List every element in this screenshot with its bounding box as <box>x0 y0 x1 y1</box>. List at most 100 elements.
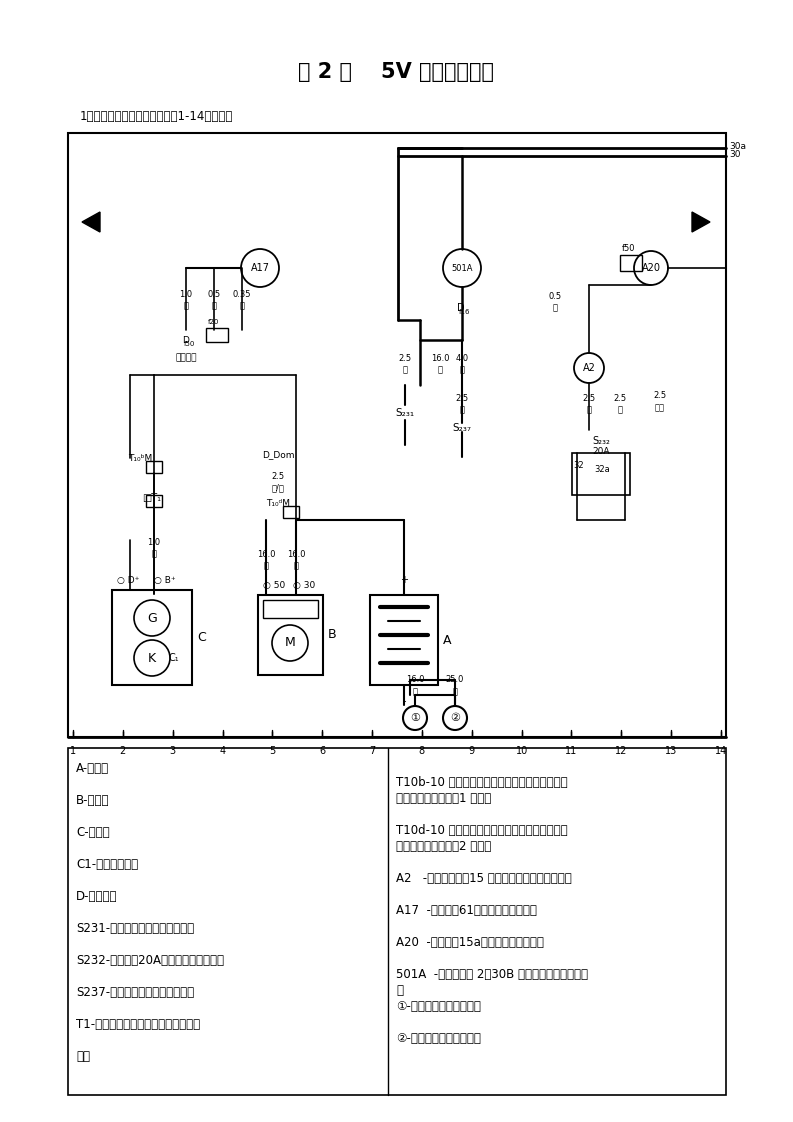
Text: M: M <box>285 636 295 650</box>
Text: 16.0: 16.0 <box>431 353 450 362</box>
Text: 13: 13 <box>665 746 677 756</box>
Text: 蓝: 蓝 <box>151 550 156 559</box>
Text: 上: 上 <box>396 984 403 997</box>
Text: 16.0: 16.0 <box>257 550 275 559</box>
Text: 3: 3 <box>170 746 176 756</box>
Text: 16.0: 16.0 <box>406 675 424 684</box>
Bar <box>112 590 192 686</box>
Text: 32a: 32a <box>594 465 610 473</box>
Text: C: C <box>197 631 205 644</box>
Text: ○ 30: ○ 30 <box>293 580 316 589</box>
Text: 红: 红 <box>438 366 442 375</box>
Text: +: + <box>400 574 408 585</box>
Text: 2.5: 2.5 <box>398 353 412 362</box>
Text: S₂₃₂: S₂₃₂ <box>592 436 610 447</box>
Bar <box>620 255 642 272</box>
Text: 黑: 黑 <box>459 405 465 414</box>
Text: C₁: C₁ <box>169 653 179 663</box>
Bar <box>206 328 228 342</box>
Text: 红/黑: 红/黑 <box>271 484 285 493</box>
Text: 2.5: 2.5 <box>614 394 626 403</box>
Text: 0.5: 0.5 <box>208 289 220 298</box>
Bar <box>263 600 318 618</box>
Text: A20  -连接点（15a），在仪表板线束内: A20 -连接点（15a），在仪表板线束内 <box>396 936 544 949</box>
Text: 1、蓄电池、起动机、发电机（1-14）电路图: 1、蓄电池、起动机、发电机（1-14）电路图 <box>80 110 233 122</box>
Text: 黑: 黑 <box>453 688 458 697</box>
Bar <box>146 461 162 473</box>
Text: 32: 32 <box>573 460 584 469</box>
Bar <box>283 506 299 518</box>
Text: A20: A20 <box>642 263 661 273</box>
Text: 8: 8 <box>419 746 425 756</box>
Bar <box>370 595 438 686</box>
Text: A2: A2 <box>583 364 596 373</box>
Text: 2.5: 2.5 <box>271 471 285 480</box>
Text: S₂₃₁: S₂₃₁ <box>396 408 415 419</box>
Text: T1-单针插头，在发动机缸体的右侧，: T1-单针插头，在发动机缸体的右侧， <box>76 1018 200 1031</box>
Text: 4.0: 4.0 <box>455 353 469 362</box>
Bar <box>572 453 630 495</box>
Text: ①: ① <box>410 712 420 723</box>
Text: 6: 6 <box>319 746 325 756</box>
Text: S231-保险丝，（在保险丝架上）: S231-保险丝，（在保险丝架上） <box>76 922 194 935</box>
Text: K: K <box>148 652 156 664</box>
Text: 蓝: 蓝 <box>183 302 189 311</box>
Text: 罩内的左侧，黑色（1 号位）: 罩内的左侧，黑色（1 号位） <box>396 792 491 804</box>
Text: ②-接地点，变速器至车身: ②-接地点，变速器至车身 <box>396 1032 481 1045</box>
Text: 10: 10 <box>515 746 527 756</box>
Polygon shape <box>82 212 100 232</box>
Text: ○ B⁺: ○ B⁺ <box>154 576 175 585</box>
Text: 第 2 节    5V 发动机电路图: 第 2 节 5V 发动机电路图 <box>298 62 495 82</box>
Text: 0.35: 0.35 <box>233 289 251 298</box>
Text: A-蓄电池: A-蓄电池 <box>76 762 109 775</box>
Text: 501A: 501A <box>451 264 473 273</box>
Text: 黑: 黑 <box>587 405 592 414</box>
Text: 蓝: 蓝 <box>239 302 244 311</box>
Text: 1.0: 1.0 <box>179 289 193 298</box>
Text: 蓝色: 蓝色 <box>76 1050 90 1063</box>
Text: D_Dom: D_Dom <box>262 451 294 460</box>
Text: A17: A17 <box>251 263 270 273</box>
Text: T₁₀ᵇM: T₁₀ᵇM <box>128 453 152 462</box>
Bar <box>68 748 726 1095</box>
Bar <box>146 495 162 507</box>
Bar <box>68 134 726 737</box>
Text: 2.5: 2.5 <box>653 390 667 399</box>
Text: 4: 4 <box>220 746 225 756</box>
Text: D: D <box>458 303 465 313</box>
Text: 罩内的左侧，棕色（2 号位）: 罩内的左侧，棕色（2 号位） <box>396 840 491 853</box>
Text: A17  -连接点（61），在仪表板线束内: A17 -连接点（61），在仪表板线束内 <box>396 904 537 917</box>
Text: A: A <box>443 634 451 646</box>
Text: 16.0: 16.0 <box>287 550 305 559</box>
Text: 红: 红 <box>403 366 408 375</box>
Text: f16: f16 <box>459 309 471 315</box>
Text: G: G <box>147 611 157 625</box>
Text: 黑: 黑 <box>293 561 298 570</box>
Text: 2.5: 2.5 <box>582 394 596 403</box>
Text: ②: ② <box>450 712 460 723</box>
Text: 7: 7 <box>369 746 375 756</box>
Text: 25.0: 25.0 <box>446 675 464 684</box>
Text: 黑: 黑 <box>412 688 417 697</box>
Text: □T₁: □T₁ <box>143 493 162 503</box>
Bar <box>258 595 323 675</box>
Text: ○ 50: ○ 50 <box>263 580 285 589</box>
Text: -: - <box>402 696 406 706</box>
Text: B-起动机: B-起动机 <box>76 794 109 807</box>
Text: 14: 14 <box>714 746 727 756</box>
Text: ①-接地点，蓄电池至车身: ①-接地点，蓄电池至车身 <box>396 1000 481 1013</box>
Text: A2   -正极连接点（15 号火线），在仪表板线束内: A2 -正极连接点（15 号火线），在仪表板线束内 <box>396 872 572 885</box>
Text: ○ D⁺: ○ D⁺ <box>117 576 140 585</box>
Text: 1: 1 <box>70 746 76 756</box>
Text: 1.0: 1.0 <box>147 537 160 546</box>
Text: 蓝: 蓝 <box>212 302 216 311</box>
Text: S237-保险丝，（在保险丝架上）: S237-保险丝，（在保险丝架上） <box>76 986 194 999</box>
Text: 2: 2 <box>120 746 126 756</box>
Text: 501A  -螺栓连接点 2（30B 号火线），在继电器板: 501A -螺栓连接点 2（30B 号火线），在继电器板 <box>396 968 588 981</box>
Text: 黑: 黑 <box>263 561 269 570</box>
Text: 绿: 绿 <box>553 303 557 313</box>
Text: T10b-10 针插头，在发动机室中的控制单元防护: T10b-10 针插头，在发动机室中的控制单元防护 <box>396 776 568 789</box>
Text: S232-保险丝，20A，（在保险丝架上）: S232-保险丝，20A，（在保险丝架上） <box>76 954 224 967</box>
Text: 黑: 黑 <box>459 366 465 375</box>
Text: 9: 9 <box>469 746 475 756</box>
